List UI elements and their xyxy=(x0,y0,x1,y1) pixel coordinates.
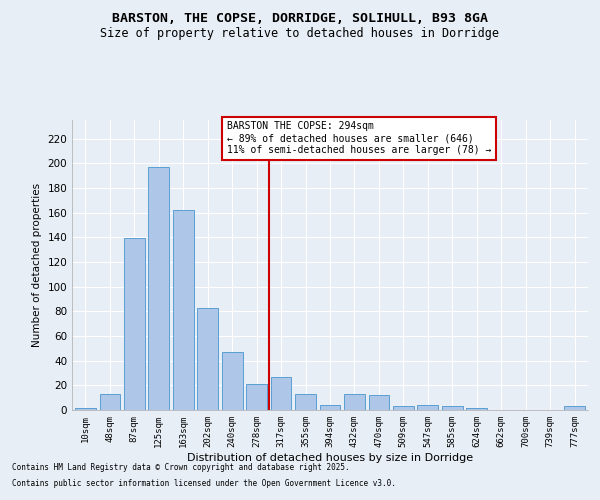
Text: BARSTON THE COPSE: 294sqm
← 89% of detached houses are smaller (646)
11% of semi: BARSTON THE COPSE: 294sqm ← 89% of detac… xyxy=(227,122,491,154)
Y-axis label: Number of detached properties: Number of detached properties xyxy=(32,183,42,347)
Bar xyxy=(222,352,242,410)
Bar xyxy=(320,405,340,410)
Text: BARSTON, THE COPSE, DORRIDGE, SOLIHULL, B93 8GA: BARSTON, THE COPSE, DORRIDGE, SOLIHULL, … xyxy=(112,12,488,26)
Bar xyxy=(442,406,463,410)
Text: Contains public sector information licensed under the Open Government Licence v3: Contains public sector information licen… xyxy=(12,478,396,488)
Bar xyxy=(100,394,120,410)
Bar xyxy=(418,405,438,410)
Bar xyxy=(393,406,414,410)
Bar xyxy=(344,394,365,410)
Bar xyxy=(173,210,194,410)
Text: Size of property relative to detached houses in Dorridge: Size of property relative to detached ho… xyxy=(101,28,499,40)
Bar xyxy=(75,408,96,410)
Bar xyxy=(271,376,292,410)
Bar xyxy=(295,394,316,410)
Bar xyxy=(124,238,145,410)
Bar xyxy=(466,408,487,410)
Bar xyxy=(246,384,267,410)
X-axis label: Distribution of detached houses by size in Dorridge: Distribution of detached houses by size … xyxy=(187,452,473,462)
Bar xyxy=(564,406,585,410)
Bar xyxy=(197,308,218,410)
Text: Contains HM Land Registry data © Crown copyright and database right 2025.: Contains HM Land Registry data © Crown c… xyxy=(12,464,350,472)
Bar xyxy=(148,167,169,410)
Bar xyxy=(368,395,389,410)
